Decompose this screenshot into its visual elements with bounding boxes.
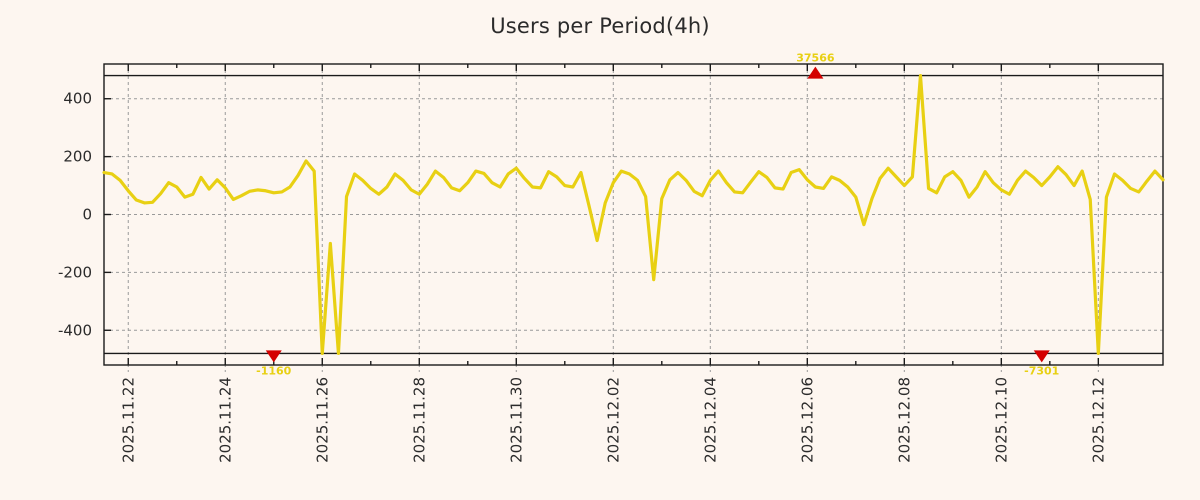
x-tick-label: 2025.12.10 [992,377,1010,463]
y-axis-tick-labels: -400 -200 0 200 400 [58,90,92,340]
y-tick-label: -200 [58,263,92,281]
annotation-marker-triangle-up [807,66,824,79]
clip-lines [104,74,1163,355]
annotation-label: -1160 [256,364,292,377]
x-tick-label: 2025.12.12 [1089,377,1107,463]
data-series-line [102,73,1165,356]
extreme-value-annotations: -1160 37566 -7301 [256,52,1059,378]
y-tick-label: -400 [58,321,92,339]
x-tick-label: 2025.12.04 [701,377,719,463]
annotation-label: 37566 [796,52,835,65]
x-tick-label: 2025.11.22 [119,377,137,463]
x-tick-label: 2025.11.24 [216,377,234,463]
annotation-label: -7301 [1024,364,1059,377]
x-tick-label: 2025.11.28 [410,377,428,463]
y-tick-label: 400 [63,90,92,108]
grid-lines [104,64,1163,372]
y-tick-label: 200 [63,148,92,166]
x-axis-tick-labels: 2025.11.22 2025.11.24 2025.11.26 2025.11.28… [119,377,1107,463]
x-tick-label: 2025.12.02 [604,377,622,463]
x-tick-label: 2025.12.06 [798,377,816,463]
x-tick-label: 2025.11.26 [313,377,331,463]
y-tick-label: 0 [82,206,92,224]
chart-title: Users per Period(4h) [490,14,710,38]
annotation-marker-triangle-down [1033,350,1050,363]
annotation-marker-triangle-down [265,350,282,363]
x-tick-label: 2025.11.30 [507,377,525,463]
axis-ticks [104,64,1100,365]
x-tick-label: 2025.12.08 [895,377,913,463]
series-line-users [102,73,1165,356]
